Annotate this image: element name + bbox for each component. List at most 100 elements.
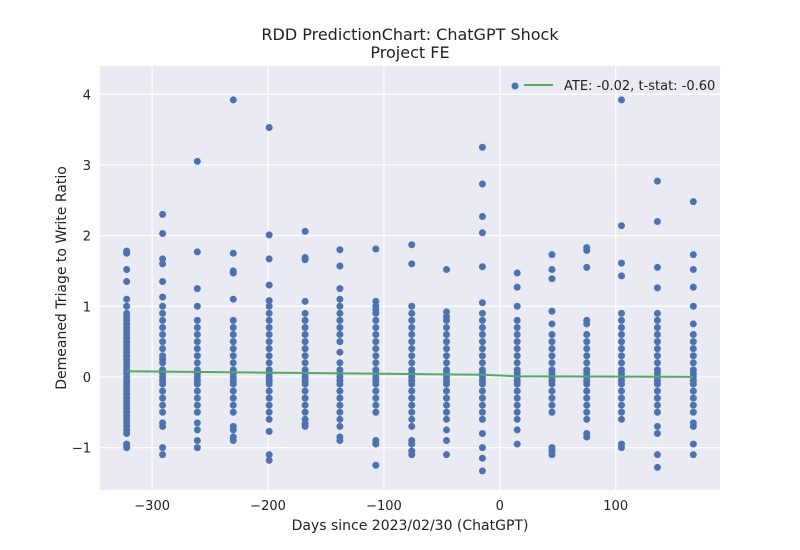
chart-subtitle: Project FE (370, 43, 449, 62)
data-point (372, 331, 380, 339)
data-point (583, 380, 591, 388)
data-point (513, 352, 521, 360)
data-point (301, 387, 309, 395)
data-point (443, 408, 451, 416)
data-point (229, 359, 237, 367)
data-point (229, 338, 237, 346)
data-point (408, 302, 416, 310)
data-point (653, 309, 661, 317)
data-point (301, 323, 309, 331)
data-point (372, 461, 380, 469)
data-point (443, 359, 451, 367)
data-point (159, 260, 167, 268)
data-point (159, 401, 167, 409)
data-point (548, 451, 556, 459)
data-point (159, 293, 167, 301)
data-point (336, 316, 344, 324)
data-point (336, 394, 344, 402)
data-point (478, 394, 486, 402)
data-point (653, 359, 661, 367)
data-point (229, 96, 237, 104)
data-point (653, 323, 661, 331)
data-point (265, 427, 273, 435)
data-point (301, 394, 309, 402)
data-point (336, 338, 344, 346)
data-point (193, 285, 201, 293)
data-point (123, 278, 131, 286)
data-point (478, 323, 486, 331)
data-point (653, 263, 661, 271)
data-point (265, 281, 273, 289)
data-point (229, 249, 237, 257)
data-point (689, 380, 697, 388)
data-point (513, 302, 521, 310)
data-point (372, 408, 380, 416)
data-point (653, 284, 661, 292)
data-point (123, 249, 131, 257)
data-point (159, 422, 167, 430)
data-point (653, 316, 661, 324)
data-point (193, 338, 201, 346)
data-point (265, 123, 273, 131)
data-point (408, 422, 416, 430)
data-point (229, 323, 237, 331)
data-point (443, 338, 451, 346)
data-point (653, 217, 661, 225)
data-point (689, 387, 697, 395)
data-point (265, 231, 273, 239)
data-point (159, 380, 167, 388)
data-point (301, 297, 309, 305)
data-point (478, 299, 486, 307)
data-point (513, 394, 521, 402)
data-point (478, 229, 486, 237)
data-point (372, 401, 380, 409)
data-point (478, 359, 486, 367)
data-point (478, 352, 486, 360)
data-point (265, 380, 273, 388)
data-point (372, 338, 380, 346)
data-point (159, 394, 167, 402)
data-point (336, 422, 344, 430)
x-tick-label: 0 (496, 499, 504, 514)
data-point (583, 345, 591, 353)
data-point (193, 345, 201, 353)
data-point (408, 352, 416, 360)
data-point (513, 338, 521, 346)
data-point (617, 222, 625, 230)
data-point (617, 394, 625, 402)
data-point (265, 309, 273, 317)
data-point (301, 408, 309, 416)
data-point (336, 401, 344, 409)
data-point (336, 309, 344, 317)
data-point (513, 387, 521, 395)
x-tick-label: −200 (250, 499, 286, 514)
x-tick-label: −100 (366, 499, 402, 514)
data-point (336, 387, 344, 395)
data-point (478, 316, 486, 324)
data-point (443, 401, 451, 409)
data-point (159, 387, 167, 395)
data-point (193, 419, 201, 427)
data-point (193, 302, 201, 310)
data-point (193, 323, 201, 331)
data-point (617, 408, 625, 416)
chart-title: RDD PredictionChart: ChatGPT Shock (261, 25, 559, 44)
data-point (617, 352, 625, 360)
data-point (229, 269, 237, 277)
data-point (408, 359, 416, 367)
data-point (653, 401, 661, 409)
data-point (443, 394, 451, 402)
data-point (301, 316, 309, 324)
data-point (372, 380, 380, 388)
data-point (408, 387, 416, 395)
data-point (229, 426, 237, 434)
data-point (159, 331, 167, 339)
data-point (301, 380, 309, 388)
data-point (689, 359, 697, 367)
data-point (443, 352, 451, 360)
y-tick-label: 4 (83, 88, 91, 103)
data-point (123, 429, 131, 437)
data-point (123, 302, 131, 310)
data-point (617, 272, 625, 280)
data-point (229, 380, 237, 388)
